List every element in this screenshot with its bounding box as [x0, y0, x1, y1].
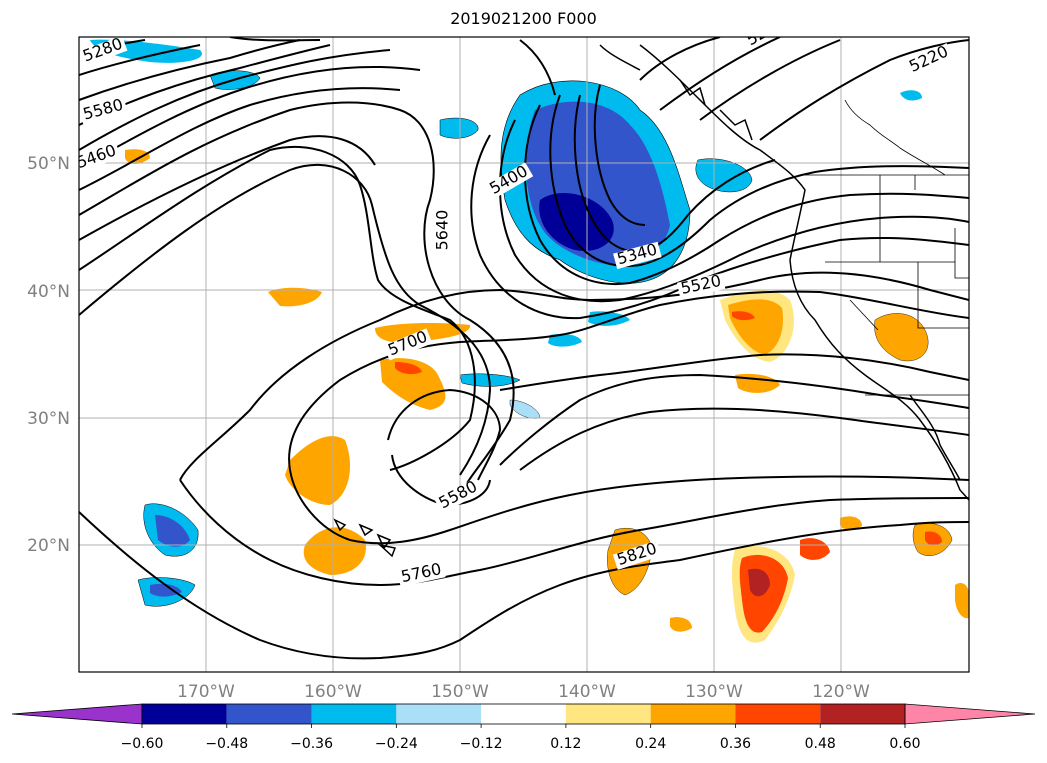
lat-label-50n: 50°N [27, 154, 70, 174]
colorbar-segment [735, 704, 821, 724]
colorbar-level-label: 0.24 [635, 736, 666, 752]
lon-label-150w: 150°W [431, 682, 489, 702]
colorbar-segment [650, 704, 736, 724]
lon-label-170w: 170°W [177, 682, 235, 702]
lon-label-120w: 120°W [812, 682, 870, 702]
lon-label-140w: 140°W [558, 682, 616, 702]
contour-label: 5460 [74, 140, 119, 172]
contour-labels: 5280 522052558054605400564053405520570055… [74, 34, 954, 587]
contour-label: 5760 [399, 559, 443, 586]
map-frame [78, 36, 970, 673]
coastlines [333, 44, 969, 558]
colorbar-segment [142, 704, 227, 724]
contour-label: 5520 [679, 271, 723, 298]
colorbar-segment [481, 704, 566, 724]
colorbar-segment [820, 704, 905, 724]
lon-label-160w: 160°W [304, 682, 362, 702]
country-borders [800, 99, 969, 396]
colorbar-extend-low [11, 703, 143, 725]
lat-label-20n: 20°N [27, 536, 70, 556]
colorbar-level-label: 0.36 [720, 736, 751, 752]
lon-label-130w: 130°W [685, 682, 743, 702]
colorbar-segment [311, 704, 397, 724]
colorbar-segment [565, 704, 651, 724]
map-title: 2019021200 F000 [450, 9, 597, 28]
contour-label: 5580 [435, 476, 480, 512]
colorbar-level-label: −0.48 [205, 736, 248, 752]
longitude-labels: 170°W 160°W 150°W 140°W 130°W 120°W [177, 682, 870, 702]
colorbar-level-label: −0.24 [375, 736, 418, 752]
contour-label: 5640 [433, 210, 452, 251]
colorbar: −0.60 −0.48 −0.36 −0.24 −0.12 0.12 0.24 0.36 0.4… [11, 703, 1036, 752]
colorbar-level-label: 0.12 [550, 736, 581, 752]
colorbar-level-label: 0.48 [805, 736, 836, 752]
colorbar-level-label: 0.60 [889, 736, 920, 752]
height-contours [79, 37, 969, 660]
colorbar-segment [396, 704, 482, 724]
colorbar-extend-high [904, 703, 1036, 725]
lat-label-30n: 30°N [27, 409, 70, 429]
contour-label: 5580 [81, 95, 125, 124]
latitude-labels: 50°N 40°N 30°N 20°N [27, 154, 70, 556]
colorbar-level-label: −0.12 [460, 736, 503, 752]
colorbar-segment [226, 704, 312, 724]
colorbar-level-label: −0.60 [121, 736, 164, 752]
contour-label: 5280 [80, 34, 125, 66]
lat-label-40n: 40°N [27, 282, 70, 302]
colorbar-level-label: −0.36 [290, 736, 333, 752]
